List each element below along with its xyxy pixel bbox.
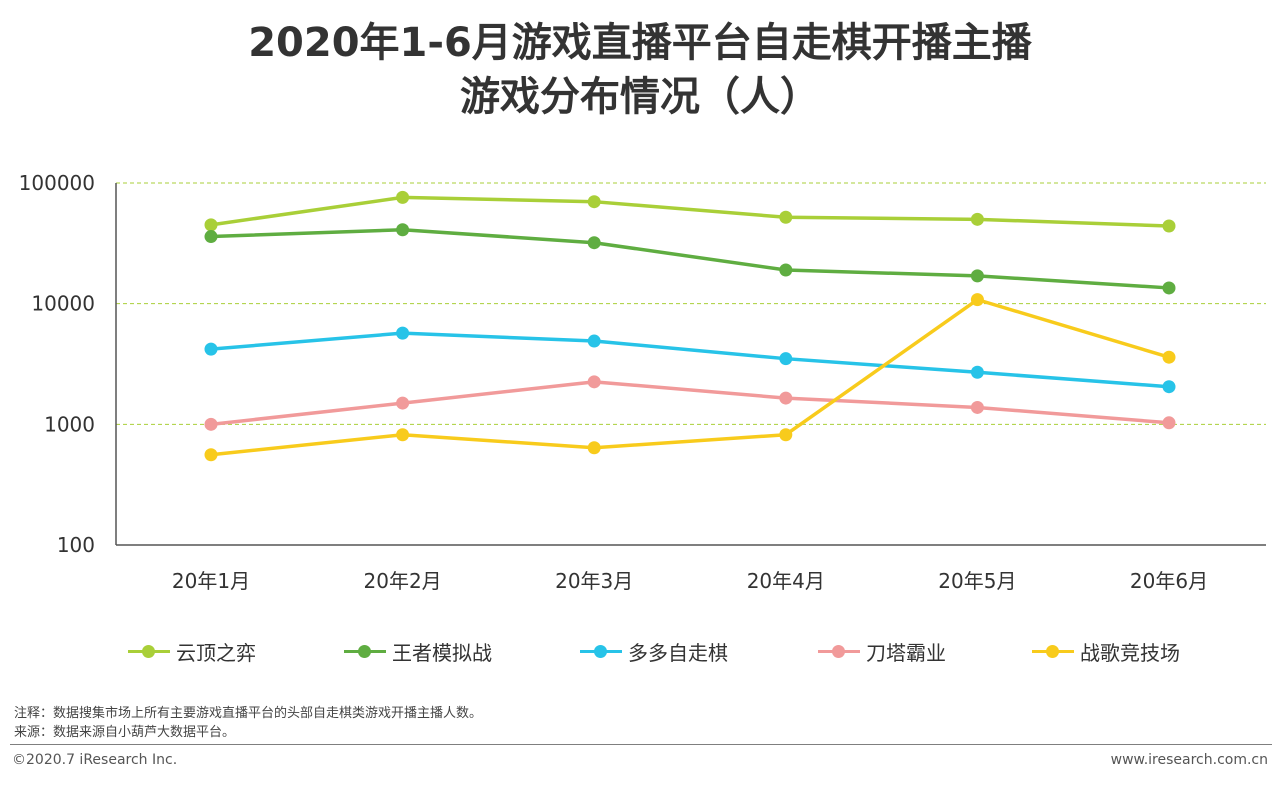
- series-line-1: [210, 195, 1170, 228]
- y-tick-label: 100000: [19, 171, 95, 195]
- copyright: ©2020.7 iResearch Inc.: [12, 752, 178, 768]
- series-line-2: [210, 227, 1170, 290]
- source-line: 来源：数据来源自小葫芦大数据平台。: [14, 725, 236, 740]
- chart-title-line-2: 游戏分布情况（人）: [460, 74, 820, 120]
- line-chart: 100 1000 10000 100000 20年1月 20年2月 20年3月 20年4月 20…: [19, 171, 1266, 593]
- legend-item-wangzhe: 王者模拟战: [344, 636, 492, 666]
- data-point-s3-5: [970, 365, 984, 379]
- x-tick-label: 20年4月: [747, 569, 825, 593]
- series-line-4: [210, 380, 1170, 427]
- data-point-s3-2: [396, 326, 410, 340]
- data-point-s2-4: [779, 263, 793, 277]
- footer-divider: [10, 744, 1272, 745]
- data-point-s4-6: [1162, 416, 1176, 430]
- chart-title: 2020年1-6月游戏直播平台自走棋开播主播 游戏分布情况（人）: [0, 16, 1280, 124]
- data-point-s2-1: [204, 230, 218, 244]
- legend-item-duoduo: 多多自走棋: [580, 636, 728, 666]
- data-point-s1-1: [204, 218, 218, 232]
- legend-swatch-wangzhe: [344, 636, 386, 666]
- data-point-s5-6: [1162, 350, 1176, 364]
- legend-label-yunding: 云顶之弈: [176, 640, 256, 665]
- legend-label-zhange: 战歌竞技场: [1080, 640, 1180, 665]
- data-point-s3-3: [587, 334, 601, 348]
- y-tick-label: 10000: [31, 292, 95, 316]
- legend-item-daota: 刀塔霸业: [818, 636, 946, 666]
- y-tick-label: 100: [57, 533, 95, 557]
- data-point-s5-5: [970, 293, 984, 307]
- data-point-s1-5: [970, 212, 984, 226]
- legend-label-wangzhe: 王者模拟战: [392, 640, 492, 665]
- x-tick-label: 20年3月: [555, 569, 633, 593]
- data-point-s4-1: [204, 417, 218, 431]
- data-point-s4-2: [396, 396, 410, 410]
- x-tick-label: 20年2月: [364, 569, 442, 593]
- x-tick-label: 20年5月: [938, 569, 1016, 593]
- chart-legend: 云顶之弈 王者模拟战 多多自走棋 刀塔霸业 战歌竞技场: [0, 636, 1280, 666]
- legend-label-daota: 刀塔霸业: [866, 640, 946, 665]
- data-point-s4-4: [779, 391, 793, 405]
- data-point-s2-6: [1162, 281, 1176, 295]
- series-line-3: [210, 331, 1170, 389]
- y-tick-label: 1000: [44, 412, 95, 436]
- data-point-s5-1: [204, 448, 218, 462]
- legend-swatch-daota: [818, 636, 860, 666]
- data-point-s3-4: [779, 352, 793, 366]
- legend-item-zhange: 战歌竞技场: [1032, 636, 1180, 666]
- data-point-s3-1: [204, 342, 218, 356]
- series-line-5: [210, 297, 1170, 457]
- chart-title-line-1: 2020年1-6月游戏直播平台自走棋开播主播: [248, 20, 1032, 66]
- notes: 注释：数据搜集市场上所有主要游戏直播平台的头部自走棋类游戏开播主播人数。 来源：…: [14, 704, 482, 742]
- x-tick-label: 20年1月: [172, 569, 250, 593]
- data-point-s4-5: [970, 400, 984, 414]
- note-line: 注释：数据搜集市场上所有主要游戏直播平台的头部自走棋类游戏开播主播人数。: [14, 706, 483, 721]
- data-point-s2-2: [396, 223, 410, 237]
- website: www.iresearch.com.cn: [1110, 752, 1268, 768]
- x-tick-label: 20年6月: [1130, 569, 1208, 593]
- legend-swatch-duoduo: [580, 636, 622, 666]
- legend-item-yunding: 云顶之弈: [128, 636, 256, 666]
- legend-label-duoduo: 多多自走棋: [628, 640, 728, 665]
- data-point-s4-3: [587, 375, 601, 389]
- data-point-s1-4: [779, 210, 793, 224]
- data-point-s5-4: [779, 428, 793, 442]
- data-point-s5-2: [396, 428, 410, 442]
- data-point-s1-2: [396, 190, 410, 204]
- data-point-s5-3: [587, 441, 601, 455]
- data-point-s3-6: [1162, 380, 1176, 394]
- data-point-s2-5: [970, 269, 984, 283]
- data-point-s2-3: [587, 236, 601, 250]
- legend-swatch-yunding: [128, 636, 170, 666]
- data-point-s1-6: [1162, 219, 1176, 233]
- legend-swatch-zhange: [1032, 636, 1074, 666]
- data-point-s1-3: [587, 195, 601, 209]
